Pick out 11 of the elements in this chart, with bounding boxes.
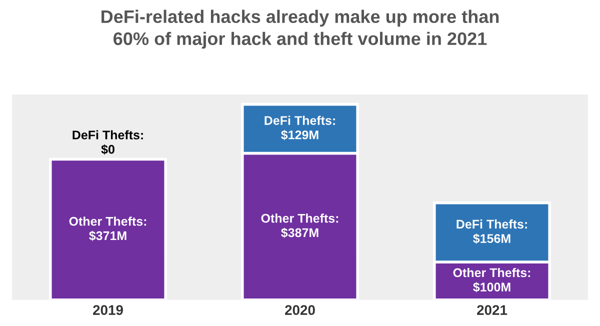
data-label: Other Thefts: $387M	[261, 214, 338, 238]
x-tick-label: 2019	[93, 305, 123, 315]
x-tick-label: 2021	[477, 305, 508, 315]
data-label: Other Thefts: $100M	[453, 268, 530, 292]
bar	[49, 158, 167, 300]
data-label: Other Thefts: $371M	[69, 216, 146, 241]
data-label: DeFi Thefts: $0	[72, 130, 143, 155]
data-label: DeFi Thefts: $156M	[456, 219, 527, 244]
chart-title: DeFi-related hacks already make up more than 60% of major hack and theft volume in 2021	[102, 10, 499, 49]
data-label: DeFi Thefts: $129M	[264, 116, 335, 140]
x-tick-label: 2020	[285, 305, 315, 315]
